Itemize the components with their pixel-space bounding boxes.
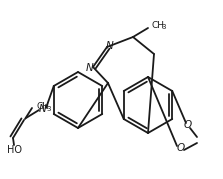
Text: CH: CH	[36, 101, 49, 110]
Text: O: O	[177, 143, 185, 153]
Text: N: N	[39, 104, 47, 114]
Text: HO: HO	[6, 145, 21, 155]
Text: N: N	[106, 41, 114, 51]
Text: CH: CH	[151, 21, 164, 30]
Text: 3: 3	[46, 105, 50, 112]
Text: O: O	[184, 120, 192, 130]
Text: 3: 3	[161, 24, 165, 30]
Text: N: N	[86, 63, 94, 73]
